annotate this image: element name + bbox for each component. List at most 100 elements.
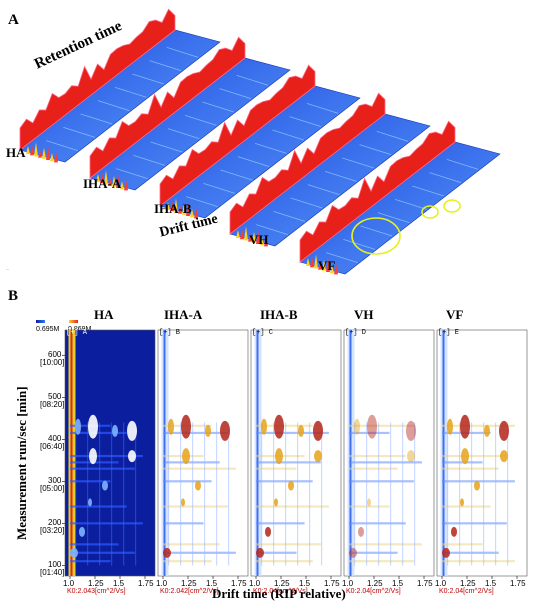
heatmap-band — [349, 551, 398, 554]
heatmap-spot — [313, 420, 323, 441]
small-peak — [178, 205, 182, 214]
heatmap-spot — [298, 424, 304, 437]
x-tick-label: 1.25 — [274, 579, 290, 588]
x-tick-label: 1.75 — [417, 579, 433, 588]
heatmap-streak — [447, 422, 449, 566]
heatmap-band — [70, 560, 111, 563]
heatmap-band — [349, 461, 422, 464]
k0-label: K0:2.04[cm^2/Vs] — [439, 588, 494, 595]
heatmap-spot — [256, 547, 264, 558]
heatmap-spot — [88, 498, 92, 507]
small-peak — [42, 147, 46, 159]
heatmap-panel-c — [250, 329, 342, 579]
heatmap-band — [70, 543, 119, 546]
heatmap-band — [256, 505, 329, 508]
panel-a-label-iha-a: IHA-A — [83, 176, 122, 191]
heatmap-spot — [460, 414, 470, 439]
heatmap-band — [442, 467, 499, 470]
slab-streak — [412, 185, 444, 197]
heatmap-band — [70, 505, 127, 508]
heatmap-band — [442, 522, 507, 525]
heatmap-spot — [407, 450, 415, 463]
heatmap-spot — [89, 448, 97, 465]
heatmap-panel-header[interactable]: [+] B — [159, 329, 180, 337]
highlight-ellipse — [443, 199, 461, 213]
small-peak — [186, 202, 190, 216]
panel-b-label-iha-a: IHA-A — [164, 307, 203, 322]
heatmap-band — [349, 522, 406, 525]
slab-streak — [307, 184, 340, 196]
slab-streak — [150, 141, 183, 153]
heatmap-spot — [367, 498, 371, 507]
x-tick-label: 1.5 — [113, 579, 125, 588]
slab-ha — [19, 8, 221, 163]
x-tick-label: 1.25 — [181, 579, 197, 588]
slab-iha-a — [89, 36, 291, 191]
small-peak — [236, 230, 240, 238]
heatmap-spot — [288, 480, 294, 491]
small-peak — [260, 237, 264, 246]
slab-streak — [394, 198, 427, 210]
y-tick-min: [08:20] — [40, 400, 65, 410]
heatmap-band — [163, 461, 220, 464]
heatmap-spot — [499, 420, 509, 441]
panel-a-label-vf: VF — [318, 258, 336, 273]
heatmap-panel-header[interactable]: [+] D — [345, 329, 366, 337]
heatmap-band — [256, 467, 297, 470]
expand-toggle[interactable]: [+] — [66, 329, 79, 337]
small-peak — [330, 265, 334, 274]
expand-toggle[interactable]: [+] — [345, 329, 358, 337]
rip-peak-ridge — [299, 120, 456, 263]
heatmap-spot — [349, 547, 357, 558]
colorscale-min-label: 0.695M — [36, 326, 60, 333]
small-peak — [124, 179, 128, 191]
expand-toggle[interactable]: [+] — [252, 329, 265, 337]
heatmap-band — [256, 543, 321, 546]
heatmap-frame — [157, 329, 249, 577]
heatmap-streak — [87, 422, 89, 566]
small-peak — [54, 151, 58, 163]
slab-streak — [203, 182, 236, 194]
heatmap-streak — [309, 422, 311, 566]
slab-streak — [377, 212, 410, 224]
heatmap-band — [163, 543, 220, 546]
heatmap-spot — [460, 498, 464, 507]
expand-toggle[interactable]: [+] — [159, 329, 172, 337]
slab-streak — [63, 126, 96, 138]
slab-streak — [80, 113, 113, 125]
heatmap-panel-b — [157, 329, 249, 579]
slab-streak — [376, 130, 409, 142]
heatmap-band — [70, 454, 143, 458]
heatmap-spot — [274, 414, 284, 439]
heatmap-band — [70, 431, 127, 435]
heatmap-spot — [275, 448, 283, 465]
y-tick-min: [05:00] — [40, 484, 65, 494]
heatmap-band — [349, 543, 422, 546]
small-peak — [120, 181, 124, 190]
heatmap-spot — [367, 414, 377, 439]
rip-peak-ridge — [89, 36, 246, 179]
slab-streak — [167, 128, 200, 140]
heatmap-spot — [127, 420, 137, 441]
small-peak — [46, 146, 50, 160]
slab-streak — [114, 86, 147, 98]
panel-a-label-ha: HA — [6, 145, 26, 160]
expand-toggle[interactable]: [+] — [438, 329, 451, 337]
heatmap-band — [349, 431, 390, 435]
heatmap-panel-header[interactable]: [+] E — [438, 329, 459, 337]
panel-b-label-ha: HA — [94, 307, 114, 322]
heatmap-panel-header[interactable]: [+] A — [66, 329, 87, 337]
heatmap-frame — [64, 329, 156, 577]
heatmap-band — [70, 467, 135, 470]
heatmap-spot — [79, 526, 85, 537]
heatmap-band — [256, 560, 313, 563]
heatmap-spot — [112, 424, 118, 437]
heatmap-streak — [204, 422, 206, 566]
rip-line — [163, 330, 166, 576]
slab-streak — [116, 168, 148, 180]
heatmap-panel-header[interactable]: [+] C — [252, 329, 273, 337]
heatmap-band — [442, 551, 499, 554]
slab-streak — [324, 170, 357, 182]
heatmap-streak — [507, 422, 509, 566]
